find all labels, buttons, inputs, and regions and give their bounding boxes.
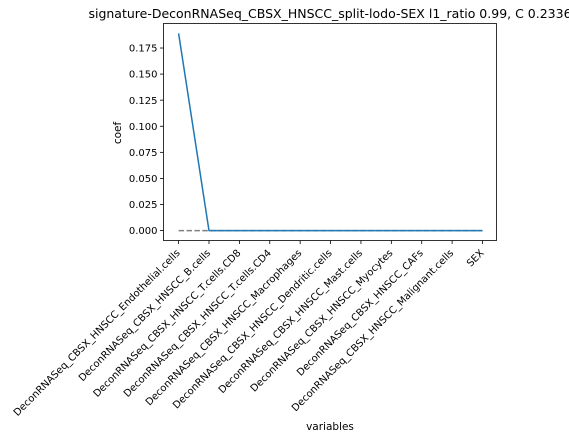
y-tick-label: 0.100 <box>129 122 158 133</box>
y-tick-label: 0.050 <box>129 174 158 185</box>
y-tick-label: 0.125 <box>129 96 158 107</box>
plot-frame <box>163 23 497 241</box>
y-tick-label: 0.000 <box>129 226 158 237</box>
chart-title: signature-DeconRNASeq_CBSX_HNSCC_split-l… <box>88 6 569 21</box>
y-tick-label: 0.075 <box>129 148 158 159</box>
y-axis-label: coef <box>112 122 124 145</box>
plot-area <box>177 33 483 232</box>
coef-series-line <box>177 33 483 232</box>
y-tick-label: 0.150 <box>129 70 158 81</box>
y-tick-label: 0.025 <box>129 200 158 211</box>
y-axis: 0.000 0.025 0.050 0.075 0.100 0.125 0.150 0.175 <box>129 44 164 237</box>
y-tick-label: 0.175 <box>129 44 158 55</box>
x-axis-label: variables <box>306 421 354 433</box>
